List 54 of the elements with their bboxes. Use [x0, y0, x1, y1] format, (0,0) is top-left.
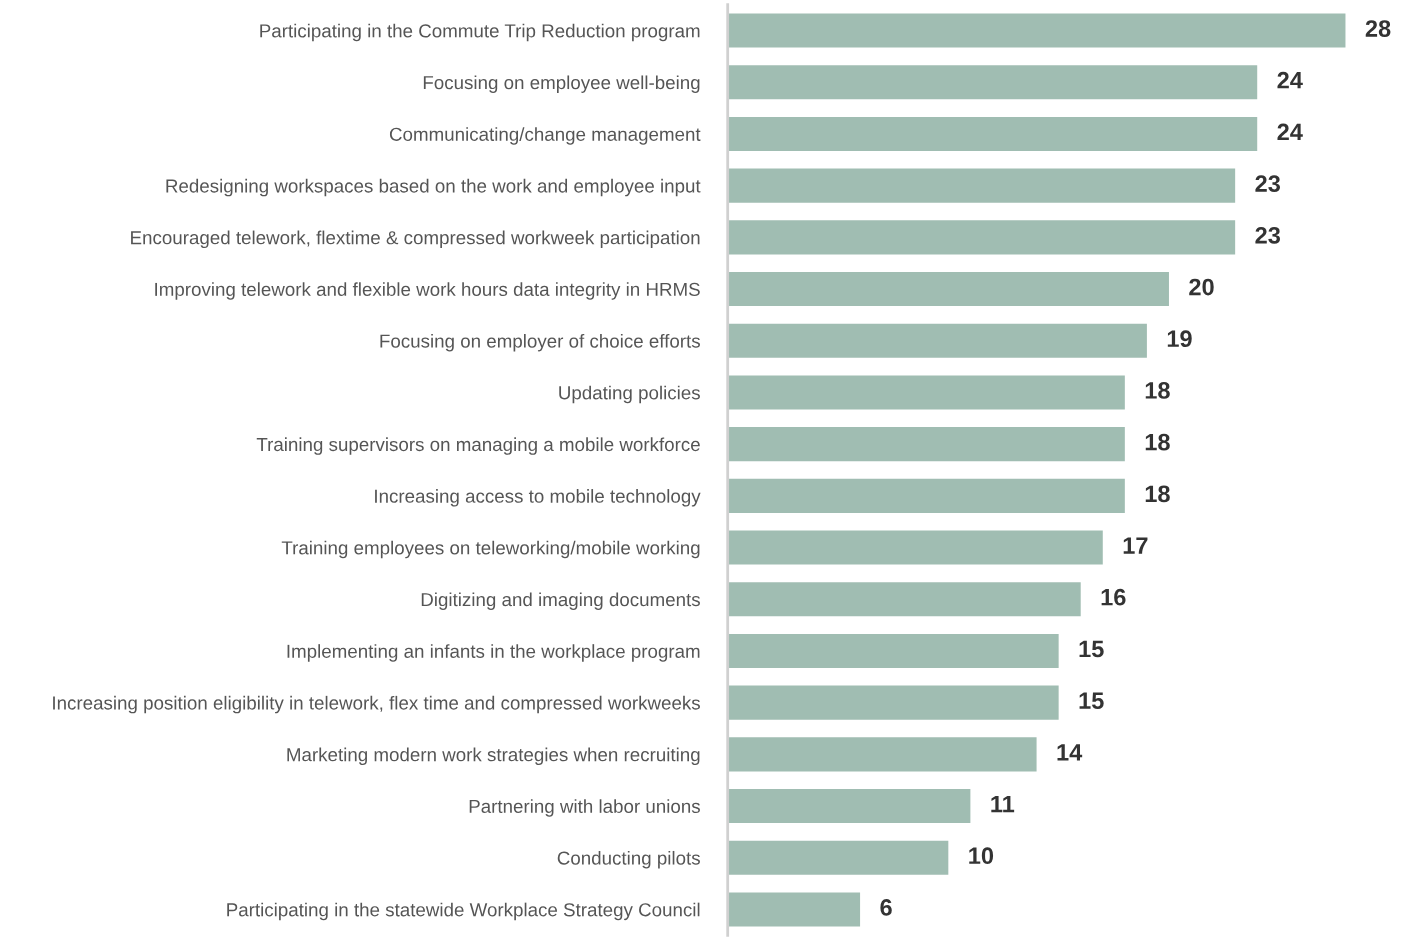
data-label: 23	[1255, 175, 1281, 193]
y-tick-label: Implementing an infants in the workplace program	[287, 644, 700, 662]
bar	[727, 65, 1258, 100]
data-label: 16	[1101, 588, 1126, 606]
y-tick-label: Participating in the statewide Workplace Strategy Council	[227, 902, 700, 921]
bar	[727, 892, 861, 927]
bar	[727, 685, 1059, 720]
bar	[727, 116, 1258, 152]
data-label: 18	[1145, 485, 1170, 503]
bar	[727, 530, 1103, 565]
bar	[727, 788, 971, 824]
bar	[727, 168, 1236, 203]
y-tick-label: Training employees on teleworking/mobile working	[281, 540, 700, 559]
bar	[727, 271, 1169, 307]
data-label: 15	[1079, 692, 1104, 709]
bar	[727, 633, 1059, 669]
data-label: 11	[991, 795, 1015, 813]
data-label: 10	[969, 847, 994, 865]
y-tick-label: Partnering with labor unions	[469, 799, 700, 817]
bar	[727, 478, 1125, 513]
y-tick-label: Participating in the Commute Trip Reduction program	[260, 23, 700, 42]
y-tick-label: Digitizing and imaging documents	[421, 592, 700, 610]
data-label: 15	[1079, 640, 1104, 658]
y-tick-label: Communicating/change management	[389, 127, 701, 145]
data-label: 6	[880, 899, 892, 916]
data-label: 17	[1123, 537, 1148, 554]
data-label: 18	[1145, 433, 1170, 451]
bar	[727, 582, 1081, 617]
bar	[727, 220, 1236, 255]
y-tick-label: Focusing on employee well-being	[423, 75, 700, 93]
data-label: 28	[1365, 20, 1391, 37]
y-tick-label: Marketing modern work strategies when recruiting	[287, 747, 700, 766]
y-tick-label: Updating policies	[559, 385, 700, 404]
bar	[727, 375, 1125, 410]
bar	[727, 737, 1037, 772]
y-tick-label: Increasing position eligibility in telework, flex time and compressed workweeks	[53, 695, 700, 714]
y-tick-label: Redesigning workspaces based on the work and employee input	[166, 178, 701, 197]
y-tick-label: Improving telework and flexible work hours data integrity in HRMS	[155, 282, 700, 300]
y-tick-label: Focusing on employer of choice efforts	[380, 333, 700, 352]
bar	[727, 323, 1147, 358]
data-label: 20	[1189, 278, 1214, 296]
bar	[727, 427, 1125, 462]
data-label: 14	[1057, 744, 1083, 761]
y-tick-label: Conducting pilots	[557, 850, 700, 869]
y-tick-label: Increasing access to mobile technology	[375, 489, 701, 507]
data-label: 24	[1277, 123, 1303, 141]
bar	[727, 840, 949, 875]
bar	[727, 13, 1346, 48]
data-label: 19	[1167, 330, 1192, 348]
data-label: 18	[1145, 382, 1170, 399]
y-tick-label: Training supervisors on managing a mobile workforce	[256, 437, 700, 455]
data-label: 24	[1277, 71, 1303, 89]
y-tick-label: Encouraged telework, flextime & compressed workweek participation	[131, 230, 700, 249]
data-label: 23	[1255, 226, 1281, 244]
